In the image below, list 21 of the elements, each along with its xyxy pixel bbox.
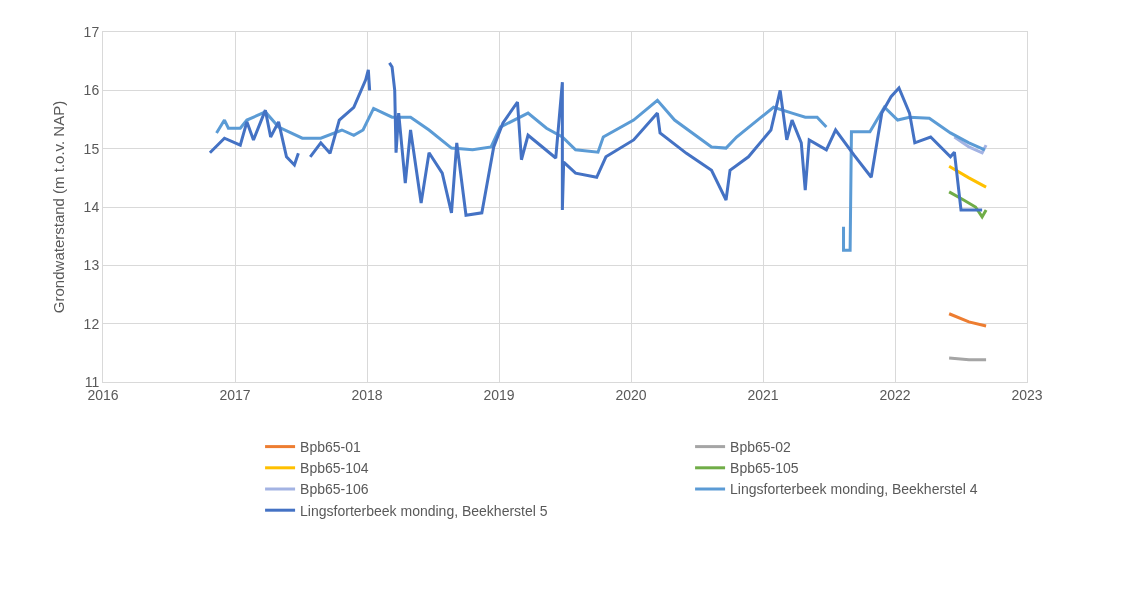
legend-label: Bpb65-106 bbox=[300, 481, 369, 498]
x-tick-label: 2019 bbox=[483, 386, 515, 403]
x-tick-label: 2023 bbox=[1011, 386, 1043, 403]
y-tick-label: 16 bbox=[83, 82, 100, 99]
y-tick-label: 14 bbox=[83, 198, 100, 215]
x-tick-label: 2020 bbox=[615, 386, 647, 403]
y-axis-title: Grondwaterstand (m t.o.v. NAP) bbox=[49, 100, 67, 314]
legend-label: Lingsforterbeek monding, Beekherstel 4 bbox=[730, 481, 978, 498]
x-tick-label: 2018 bbox=[351, 386, 383, 403]
legend-label: Bpb65-01 bbox=[300, 439, 362, 456]
legend-label: Bpb65-105 bbox=[730, 460, 799, 477]
y-tick-label: 13 bbox=[83, 257, 100, 274]
x-tick-label: 2022 bbox=[879, 386, 911, 403]
y-tick-label: 15 bbox=[83, 140, 100, 157]
legend-label: Bpb65-02 bbox=[730, 439, 792, 456]
y-tick-label: 17 bbox=[83, 23, 100, 40]
y-tick-label: 12 bbox=[83, 315, 100, 332]
legend-label: Lingsforterbeek monding, Beekherstel 5 bbox=[300, 502, 548, 519]
legend-label: Bpb65-104 bbox=[300, 460, 369, 477]
x-tick-label: 2021 bbox=[747, 386, 779, 403]
x-tick-label: 2017 bbox=[219, 386, 251, 403]
